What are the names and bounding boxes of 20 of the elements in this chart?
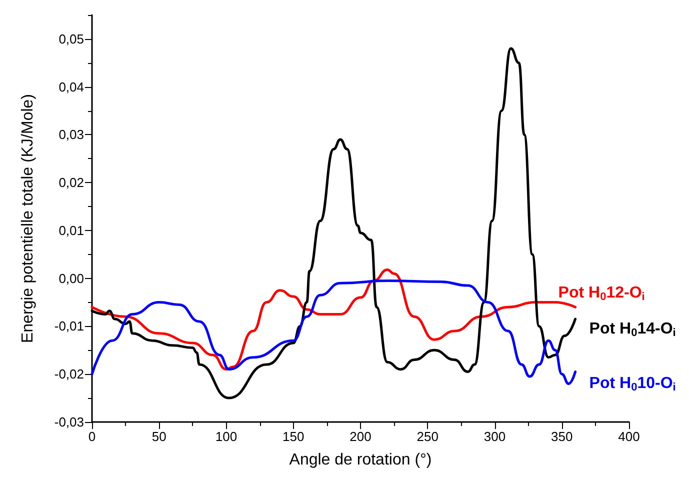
y-tick-label: -0,01: [54, 318, 84, 334]
y-tick-label: -0,02: [54, 366, 84, 382]
x-tick-label: 350: [551, 429, 573, 444]
x-tick-label: 0: [88, 429, 96, 444]
y-tick-label: 0,01: [58, 222, 84, 238]
y-tick-label: 0,04: [58, 79, 84, 94]
y-tick-label: 0,00: [58, 270, 84, 286]
x-tick-label: 150: [282, 429, 304, 444]
x-tick-label: 100: [215, 429, 238, 444]
y-axis-title: Energie potentielle totale (KJ/Mole): [20, 94, 36, 344]
y-tick-label: 0,03: [58, 127, 84, 142]
x-axis-title: Angle de rotation (°): [289, 452, 432, 468]
y-tick-label: 0,02: [58, 175, 84, 190]
x-tick-label: 250: [416, 429, 438, 444]
y-tick-label: 0,05: [58, 31, 84, 46]
x-tick-label: 50: [152, 429, 166, 444]
x-tick-label: 400: [618, 429, 640, 444]
y-tick-label: -0,03: [54, 414, 84, 430]
x-tick-label: 200: [350, 429, 372, 444]
x-tick-label: 300: [484, 429, 506, 444]
